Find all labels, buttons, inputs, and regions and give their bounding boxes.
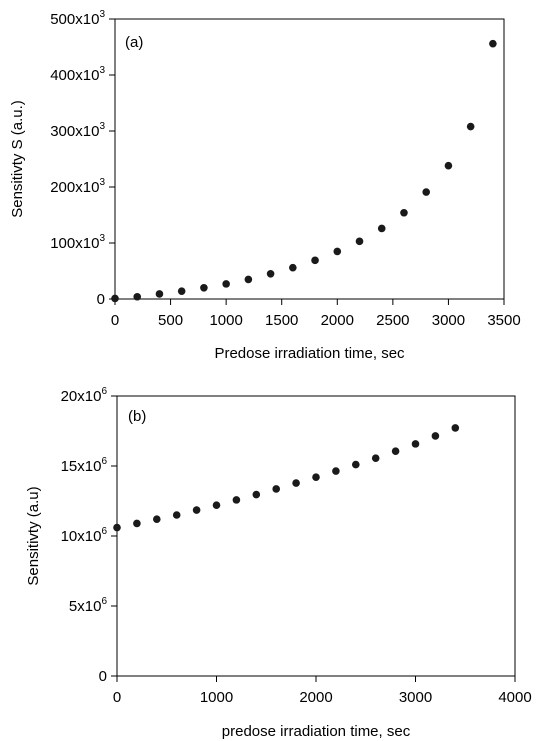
data-point (355, 237, 364, 246)
y-tick-label: 10x106 (61, 526, 108, 545)
data-point (444, 161, 453, 170)
data-point (212, 501, 221, 510)
data-point (111, 294, 119, 303)
x-tick-label: 2000 (321, 312, 354, 329)
plot-frame (114, 18, 505, 300)
data-point (177, 287, 186, 295)
y-tick-label: 500x103 (50, 9, 105, 28)
y-tick-label: 5x106 (69, 596, 108, 615)
data-point (153, 515, 161, 523)
data-point (172, 511, 181, 519)
x-tick-label: 2000 (299, 689, 332, 706)
data-point (155, 290, 164, 298)
data-point (244, 275, 253, 284)
x-tick-label: 3000 (432, 312, 465, 329)
y-tick-label: 400x103 (50, 65, 105, 84)
data-point (113, 523, 121, 532)
data-point (292, 479, 300, 487)
x-tick-label: 0 (113, 689, 121, 706)
data-point (400, 208, 408, 217)
y-axis-title: Sensitivty S (a.u.) (9, 100, 26, 218)
data-point (192, 506, 201, 514)
data-point (377, 224, 386, 233)
x-tick-label: 1000 (209, 312, 242, 329)
data-point (411, 440, 420, 448)
x-tick-label: 1000 (200, 689, 233, 706)
data-point (289, 263, 297, 272)
y-tick-label: 0 (97, 291, 105, 308)
data-point (133, 519, 141, 528)
chart-panel-b: 0 1000 2000 3000 4000 0 5x106 10x106 15x106 20x10… (25, 386, 532, 740)
data-point (200, 284, 208, 292)
data-point (133, 292, 142, 301)
panel-label: (a) (125, 34, 143, 51)
data-point (252, 490, 261, 499)
data-point (352, 460, 360, 469)
y-tick-label: 20x106 (61, 386, 108, 405)
chart-panel-a: 0 500 1000 1500 2000 2500 3000 3500 0 100x103 200x… (9, 9, 521, 362)
data-point (266, 270, 275, 278)
data-point (272, 485, 281, 493)
y-tick-label: 15x106 (61, 456, 108, 475)
plot-frame (116, 395, 516, 677)
data-point (312, 473, 320, 482)
x-tick-label: 500 (158, 312, 183, 329)
data-point (333, 247, 342, 256)
x-axis-title: Predose irradiation time, sec (214, 345, 405, 362)
data-point (371, 454, 380, 462)
y-tick-label: 200x103 (50, 177, 105, 196)
y-tick-label: 0 (99, 668, 107, 685)
x-axis-title: predose irradiation time, sec (222, 723, 411, 740)
data-point (431, 432, 440, 440)
y-axis-title: Sensitivty (a.u) (25, 486, 42, 585)
x-tick-label: 2500 (376, 312, 409, 329)
data-point (451, 424, 460, 432)
y-tick-label: 100x103 (50, 233, 105, 252)
x-tick-label: 4000 (498, 689, 531, 706)
x-tick-label: 0 (111, 312, 119, 329)
data-point (311, 256, 319, 265)
x-tick-label: 1500 (265, 312, 298, 329)
y-tick-label: 300x103 (50, 121, 105, 140)
data-point (422, 188, 431, 196)
data-point (466, 122, 475, 131)
x-tick-label: 3500 (487, 312, 520, 329)
data-point (391, 447, 400, 455)
panel-label: (b) (128, 408, 146, 425)
data-point (222, 280, 230, 288)
x-tick-label: 3000 (399, 689, 432, 706)
data-point (489, 39, 497, 48)
data-point (232, 496, 241, 504)
data-point (332, 467, 340, 475)
